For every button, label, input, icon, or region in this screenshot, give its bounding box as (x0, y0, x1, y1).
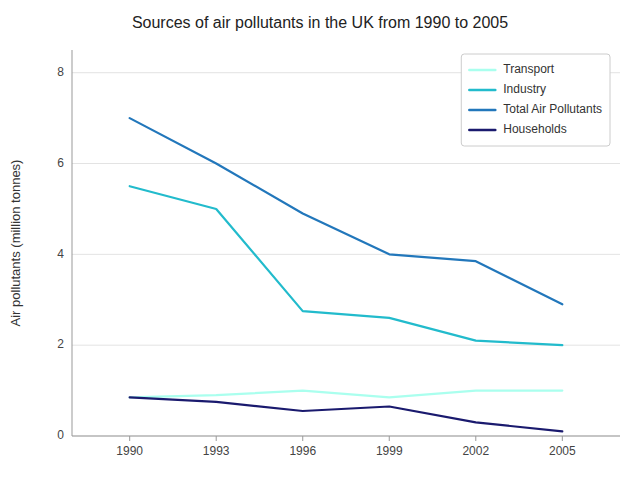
legend-box (461, 54, 610, 146)
grid-line (72, 436, 620, 437)
x-tick-label: 1999 (376, 444, 403, 458)
x-tick-label: 2002 (462, 444, 489, 458)
chart: 0 2 4 6 8 1990 1993 1996 1999 2002 2005 Sources of … (0, 0, 640, 480)
legend-swatch (469, 109, 495, 112)
legend-swatch (469, 89, 495, 92)
x-tick (302, 436, 303, 441)
y-axis-label: Air pollutants (million tonnes) (8, 160, 23, 327)
y-axis-line (72, 50, 73, 436)
x-tick (216, 436, 217, 441)
series-lines (130, 118, 563, 431)
series-line (130, 397, 563, 431)
chart-container: 0 2 4 6 8 1990 1993 1996 1999 2002 2005 Sources of … (0, 0, 640, 480)
legend-label: Transport (503, 62, 555, 76)
series-line (130, 391, 563, 398)
x-tick-label: 1990 (116, 444, 143, 458)
grid-line (72, 254, 620, 255)
legend-label: Total Air Pollutants (503, 102, 602, 116)
series-line (130, 186, 563, 345)
x-tick (389, 436, 390, 441)
legend: Transport Industry Total Air Pollutants Hou… (461, 54, 610, 146)
grid (72, 73, 620, 436)
x-tick-label: 1996 (289, 444, 316, 458)
legend-swatch (469, 129, 495, 132)
chart-title: Sources of air pollutants in the UK from… (132, 14, 508, 31)
x-tick-label: 1993 (203, 444, 230, 458)
y-tick-label: 2 (57, 337, 64, 351)
x-tick-label: 2005 (549, 444, 576, 458)
y-tick-label: 8 (57, 65, 64, 79)
x-tick (562, 436, 563, 441)
y-tick-label: 0 (57, 428, 64, 442)
x-axis-line (72, 436, 620, 437)
legend-swatch (469, 69, 495, 72)
legend-label: Industry (503, 82, 546, 96)
legend-label: Households (503, 122, 566, 136)
grid-line (72, 163, 620, 164)
x-tick (129, 436, 130, 441)
y-tick-label: 6 (57, 156, 64, 170)
y-tick-label: 4 (57, 247, 64, 261)
x-tick (475, 436, 476, 441)
